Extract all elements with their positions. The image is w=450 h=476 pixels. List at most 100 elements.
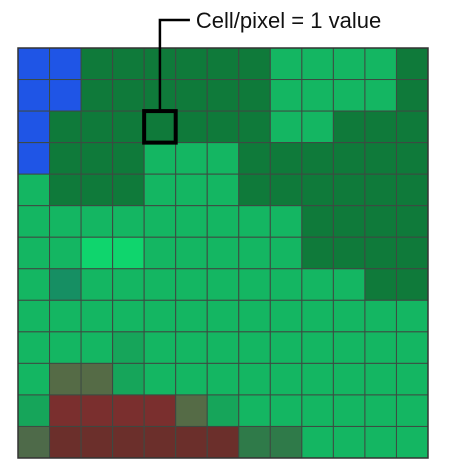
grid-cell <box>144 111 176 143</box>
grid-cell <box>396 206 428 238</box>
grid-cell <box>333 300 365 332</box>
grid-cell <box>144 206 176 238</box>
grid-cell <box>270 143 302 175</box>
grid-cell <box>333 80 365 112</box>
grid-cell <box>50 395 82 427</box>
grid-cell <box>207 300 239 332</box>
grid-cell <box>176 363 208 395</box>
grid-cell <box>270 237 302 269</box>
grid-cell <box>207 174 239 206</box>
grid-cell <box>270 426 302 458</box>
grid-cell <box>113 206 145 238</box>
grid-cell <box>50 174 82 206</box>
grid-cell <box>18 143 50 175</box>
grid-cell <box>302 395 334 427</box>
callout-label: Cell/pixel = 1 value <box>196 8 381 33</box>
grid-cell <box>333 143 365 175</box>
grid-cell <box>18 48 50 80</box>
grid-cell <box>176 395 208 427</box>
grid-cell <box>18 426 50 458</box>
grid-cell <box>396 269 428 301</box>
grid-cell <box>365 269 397 301</box>
grid-cell <box>365 174 397 206</box>
grid-cell <box>81 48 113 80</box>
grid-cell <box>207 206 239 238</box>
grid-cell <box>396 80 428 112</box>
grid-cell <box>365 111 397 143</box>
grid-cell <box>270 48 302 80</box>
grid-cell <box>239 111 271 143</box>
grid-cell <box>176 48 208 80</box>
grid-cell <box>239 395 271 427</box>
grid-cell <box>81 174 113 206</box>
grid-cell <box>50 143 82 175</box>
grid-cell <box>396 395 428 427</box>
grid-cell <box>18 332 50 364</box>
grid-cell <box>396 332 428 364</box>
grid-cell <box>50 48 82 80</box>
grid-cell <box>333 269 365 301</box>
grid-cell <box>176 206 208 238</box>
grid-cell <box>270 300 302 332</box>
grid-cell <box>365 300 397 332</box>
grid-cell <box>81 143 113 175</box>
grid-cell <box>50 111 82 143</box>
grid-cell <box>239 269 271 301</box>
grid-cell <box>270 269 302 301</box>
grid-cell <box>18 237 50 269</box>
grid-cell <box>176 174 208 206</box>
grid-cell <box>144 269 176 301</box>
grid-cell <box>365 80 397 112</box>
grid-cell <box>50 300 82 332</box>
grid-cell <box>50 363 82 395</box>
grid-cell <box>396 143 428 175</box>
grid-cell <box>113 269 145 301</box>
grid-cell <box>176 300 208 332</box>
grid-cell <box>270 395 302 427</box>
grid-cell <box>81 395 113 427</box>
grid-cell <box>81 237 113 269</box>
grid-cell <box>302 174 334 206</box>
grid-cell <box>81 111 113 143</box>
grid-cell <box>270 80 302 112</box>
grid-cell <box>365 206 397 238</box>
grid-cell <box>176 269 208 301</box>
raster-grid <box>18 48 428 458</box>
grid-cell <box>113 48 145 80</box>
grid-cell <box>144 363 176 395</box>
grid-cell <box>50 206 82 238</box>
grid-cell <box>81 206 113 238</box>
grid-cell <box>207 48 239 80</box>
grid-cell <box>333 111 365 143</box>
grid-cell <box>396 237 428 269</box>
grid-cell <box>207 111 239 143</box>
grid-cell <box>396 363 428 395</box>
grid-cell <box>207 269 239 301</box>
grid-cell <box>239 206 271 238</box>
grid-cell <box>365 426 397 458</box>
grid-cell <box>18 174 50 206</box>
grid-cell <box>113 143 145 175</box>
grid-cell <box>207 80 239 112</box>
grid-cell <box>50 269 82 301</box>
grid-cell <box>270 363 302 395</box>
grid-cell <box>18 269 50 301</box>
grid-cell <box>333 48 365 80</box>
grid-cell <box>333 206 365 238</box>
grid-cell <box>81 332 113 364</box>
grid-cell <box>302 332 334 364</box>
grid-cell <box>333 363 365 395</box>
grid-cell <box>239 143 271 175</box>
grid-cell <box>50 237 82 269</box>
grid-cell <box>302 237 334 269</box>
grid-cell <box>176 426 208 458</box>
grid-cell <box>176 332 208 364</box>
grid-cell <box>396 426 428 458</box>
grid-cell <box>365 143 397 175</box>
grid-cell <box>365 48 397 80</box>
grid-cell <box>113 395 145 427</box>
grid-cell <box>365 237 397 269</box>
grid-cell <box>396 111 428 143</box>
grid-cell <box>113 80 145 112</box>
grid-cell <box>302 143 334 175</box>
